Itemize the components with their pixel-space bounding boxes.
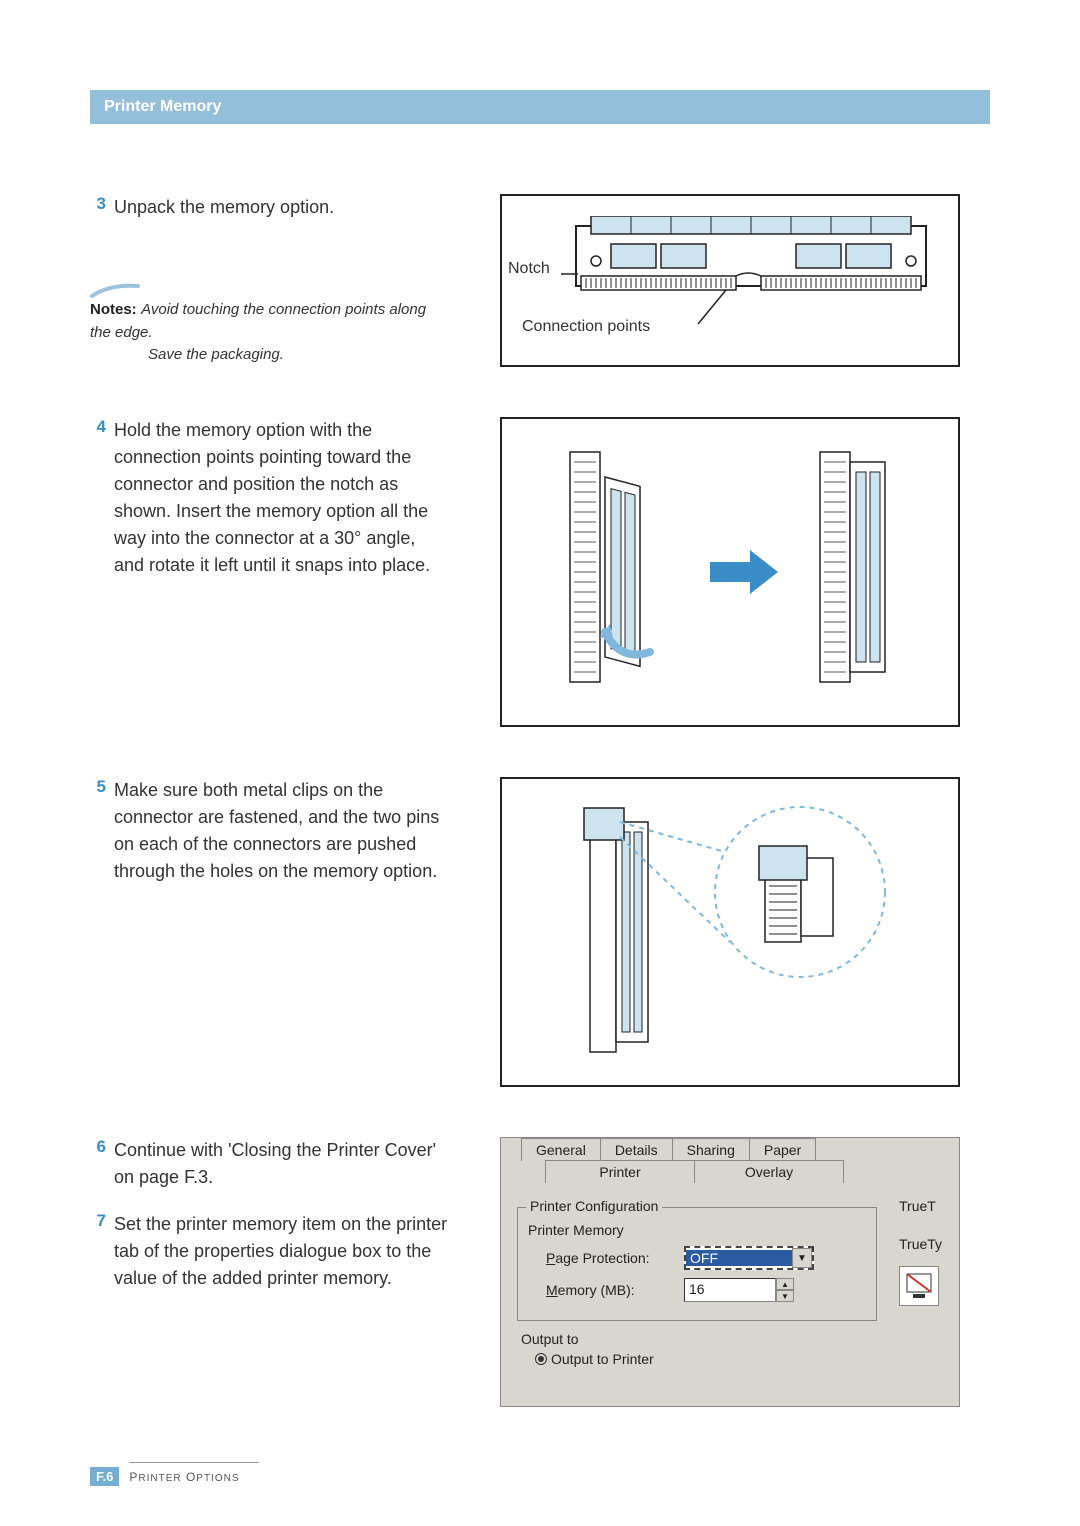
step-3: 3 Unpack the memory option. xyxy=(90,194,450,221)
spinner-down-icon[interactable]: ▼ xyxy=(776,1290,794,1302)
step-text: Continue with 'Closing the Printer Cover… xyxy=(114,1137,450,1191)
footer-section-title: PRINTER OPTIONS xyxy=(129,1470,239,1484)
tab-paper[interactable]: Paper xyxy=(749,1138,816,1161)
notes-label: Notes: xyxy=(90,301,137,318)
monitor-icon xyxy=(899,1266,939,1306)
clip-detail-svg xyxy=(520,792,940,1072)
page-protection-value: OFF xyxy=(686,1250,792,1266)
diagram-memory-module: Notch Connection points xyxy=(500,194,960,367)
step-7: 7 Set the printer memory item on the pri… xyxy=(90,1211,450,1292)
output-to-label: Output to xyxy=(521,1331,949,1347)
truetype-label-1: TrueT xyxy=(899,1198,959,1214)
memory-spinner[interactable]: 16 ▲ ▼ xyxy=(684,1278,794,1302)
memory-label: Memory (MB): xyxy=(546,1282,676,1298)
spinner-up-icon[interactable]: ▲ xyxy=(776,1278,794,1290)
insert-memory-svg xyxy=(520,432,940,712)
step-number: 5 xyxy=(90,777,114,885)
tab-details[interactable]: Details xyxy=(600,1138,673,1161)
notes-block: Notes: Avoid touching the connection poi… xyxy=(90,281,450,367)
page-protection-select[interactable]: OFF ▼ xyxy=(684,1246,814,1270)
tab-sharing[interactable]: Sharing xyxy=(672,1138,750,1161)
step-6: 6 Continue with 'Closing the Printer Cov… xyxy=(90,1137,450,1191)
notch-label: Notch xyxy=(508,260,550,278)
page-footer: F.6 PRINTER OPTIONS xyxy=(90,1462,259,1486)
arrow-right-icon xyxy=(710,550,778,594)
truetype-label-2: TrueTy xyxy=(899,1236,959,1252)
diagram-clip-detail xyxy=(500,777,960,1087)
printer-memory-heading: Printer Memory xyxy=(528,1222,866,1238)
step-text: Set the printer memory item on the print… xyxy=(114,1211,450,1292)
page-protection-label: Page Protection: xyxy=(546,1250,676,1266)
tab-general[interactable]: General xyxy=(521,1138,601,1161)
step-number: 7 xyxy=(90,1211,114,1292)
step-text: Hold the memory option with the connecti… xyxy=(114,417,450,579)
swoosh-icon xyxy=(90,282,140,298)
notes-text-1: Avoid touching the connection points alo… xyxy=(90,301,426,341)
step-text: Make sure both metal clips on the connec… xyxy=(114,777,450,885)
page-number-badge: F.6 xyxy=(90,1467,119,1486)
diagram-insert-memory xyxy=(500,417,960,727)
memory-value: 16 xyxy=(684,1278,776,1302)
output-to-printer-radio[interactable]: Output to Printer xyxy=(535,1351,949,1367)
dropdown-arrow-icon[interactable]: ▼ xyxy=(792,1248,812,1268)
step-number: 6 xyxy=(90,1137,114,1191)
connection-points-label: Connection points xyxy=(522,318,650,336)
step-4: 4 Hold the memory option with the connec… xyxy=(90,417,450,579)
radio-icon xyxy=(535,1353,547,1365)
tab-printer[interactable]: Printer xyxy=(545,1160,695,1183)
tab-overlay[interactable]: Overlay xyxy=(694,1160,844,1183)
printer-properties-dialog: General Details Sharing Paper Printer Ov… xyxy=(500,1137,960,1407)
fieldset-legend: Printer Configuration xyxy=(526,1198,662,1214)
step-5: 5 Make sure both metal clips on the conn… xyxy=(90,777,450,885)
output-to-printer-label: Output to Printer xyxy=(551,1351,654,1367)
printer-configuration-fieldset: Printer Configuration Printer Memory Pag… xyxy=(517,1207,877,1321)
step-text: Unpack the memory option. xyxy=(114,194,334,221)
notes-text-2: Save the packaging. xyxy=(148,344,450,367)
step-number: 4 xyxy=(90,417,114,579)
step-number: 3 xyxy=(90,194,114,221)
section-header: Printer Memory xyxy=(90,90,990,124)
